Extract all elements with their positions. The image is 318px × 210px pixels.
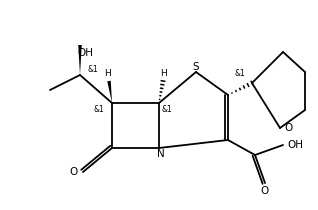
Polygon shape [107,81,112,103]
Text: O: O [261,186,269,196]
Text: O: O [285,123,293,133]
Text: OH: OH [77,48,93,58]
Text: &1: &1 [235,68,245,77]
Text: O: O [70,167,78,177]
Text: &1: &1 [162,105,172,113]
Text: N: N [157,149,165,159]
Text: &1: &1 [93,105,104,113]
Text: &1: &1 [88,66,98,75]
Text: S: S [193,62,199,72]
Text: H: H [161,68,167,77]
Text: H: H [105,68,111,77]
Text: OH: OH [287,140,303,150]
Polygon shape [78,45,82,75]
